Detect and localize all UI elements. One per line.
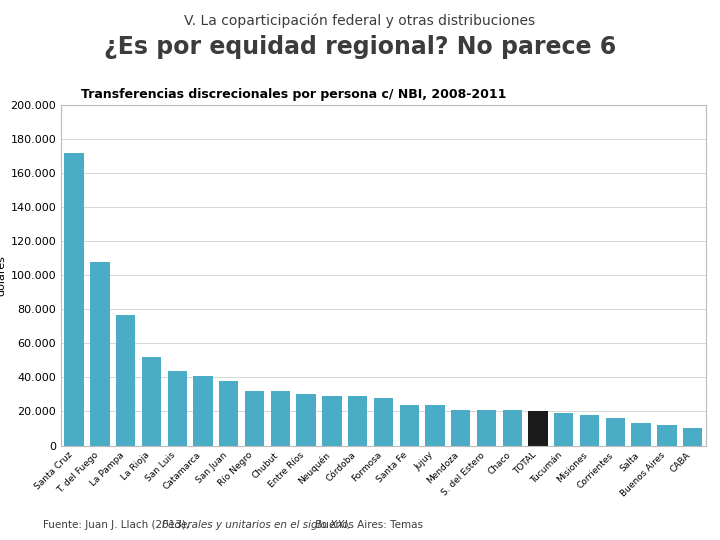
- Bar: [64, 153, 84, 446]
- Bar: [606, 418, 625, 445]
- Text: Transferencias discrecionales por persona c/ NBI, 2008-2011: Transferencias discrecionales por person…: [81, 89, 506, 102]
- Bar: [374, 398, 393, 446]
- Bar: [193, 376, 212, 446]
- Bar: [245, 391, 264, 446]
- Bar: [142, 357, 161, 445]
- Bar: [348, 396, 367, 446]
- Bar: [528, 411, 548, 446]
- Text: V. La coparticipación federal y otras distribuciones: V. La coparticipación federal y otras di…: [184, 14, 536, 28]
- Text: Fuente: Juan J. Llach (2013),: Fuente: Juan J. Llach (2013),: [43, 520, 193, 530]
- Bar: [90, 262, 109, 446]
- Text: Federales y unitarios en el siglo XXI,: Federales y unitarios en el siglo XXI,: [162, 520, 351, 530]
- Bar: [426, 404, 445, 445]
- Bar: [554, 413, 574, 446]
- Bar: [322, 396, 341, 446]
- Y-axis label: dólares: dólares: [0, 255, 6, 296]
- Bar: [631, 423, 651, 446]
- Bar: [477, 410, 496, 446]
- Bar: [297, 394, 316, 446]
- Bar: [400, 404, 419, 445]
- Bar: [580, 415, 599, 446]
- Bar: [219, 381, 238, 446]
- Bar: [168, 370, 187, 446]
- Bar: [683, 429, 703, 446]
- Bar: [116, 314, 135, 446]
- Bar: [271, 391, 290, 446]
- Bar: [503, 410, 522, 446]
- Text: Buenos Aires: Temas: Buenos Aires: Temas: [312, 520, 423, 530]
- Text: ¿Es por equidad regional? No parece 6: ¿Es por equidad regional? No parece 6: [104, 35, 616, 59]
- Bar: [657, 425, 677, 446]
- Bar: [451, 410, 470, 446]
